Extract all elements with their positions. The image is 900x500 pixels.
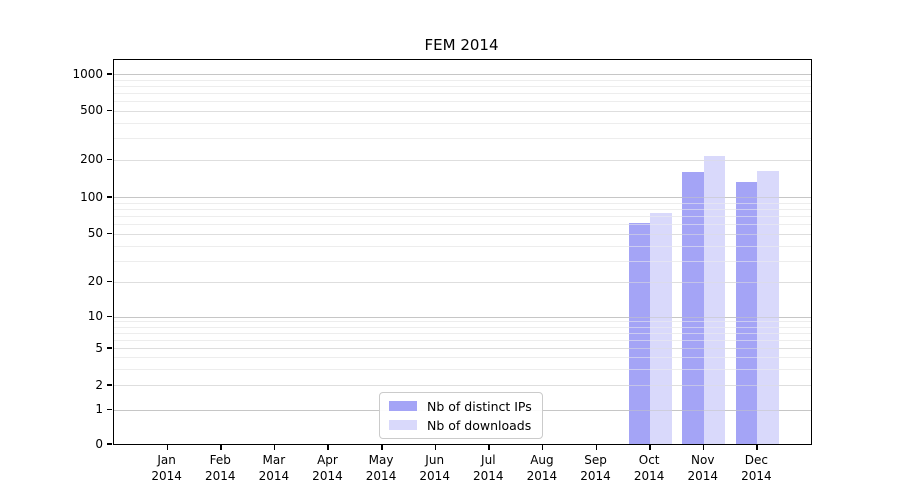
x-axis-tick (273, 444, 276, 450)
bar-layer (114, 60, 811, 444)
major-gridline (114, 74, 811, 76)
bar-nov-downloads (703, 156, 726, 444)
x-axis-tick (327, 444, 329, 450)
x-axis-tick (381, 444, 383, 450)
x-tick-label-nov: Nov 2014 (687, 453, 719, 483)
y-axis-tick (107, 384, 112, 386)
minor-gridline (114, 332, 811, 334)
x-tick-label-mar: Mar 2014 (258, 453, 290, 483)
minor-gridline (114, 368, 811, 370)
legend-swatch-distinct-ips (389, 401, 417, 411)
minor-gridline (114, 224, 811, 226)
minor-gridline (114, 208, 811, 210)
x-tick-label-may: May 2014 (365, 453, 397, 483)
y-axis-tick (107, 408, 112, 411)
bar-oct-downloads (650, 213, 672, 444)
x-tick-label-jun: Jun 2014 (419, 453, 450, 483)
x-axis-tick (488, 444, 490, 450)
minor-gridline (114, 79, 811, 81)
x-axis-tick (220, 444, 222, 450)
y-tick-label: 2 (95, 377, 103, 392)
y-tick-label: 20 (87, 274, 103, 289)
y-axis-tick (107, 158, 112, 161)
y-tick-label: 500 (80, 103, 103, 118)
minor-gridline (114, 348, 811, 350)
x-axis-tick (756, 444, 758, 450)
y-tick-label: 100 (80, 189, 103, 204)
minor-gridline (114, 122, 811, 124)
minor-gridline (114, 159, 811, 161)
legend-label: Nb of distinct IPs (427, 398, 532, 414)
x-axis-tick (166, 444, 169, 450)
y-axis-tick (107, 315, 112, 317)
y-tick-label: 200 (80, 152, 103, 167)
y-tick-label: 10 (87, 309, 103, 323)
y-axis-tick (107, 232, 112, 235)
x-tick-label-aug: Aug 2014 (526, 453, 558, 483)
major-gridline (114, 316, 811, 318)
x-tick-label-dec: Dec 2014 (741, 453, 772, 483)
x-axis-tick (702, 444, 705, 450)
minor-gridline (114, 321, 811, 323)
x-tick-label-jan: Jan 2014 (151, 453, 182, 483)
y-tick-label: 1000 (72, 66, 103, 81)
x-tick-label-feb: Feb 2014 (204, 453, 236, 483)
y-axis-tick (107, 109, 112, 112)
x-tick-label-sep: Sep 2014 (580, 453, 611, 483)
minor-gridline (114, 281, 811, 283)
gridline-overlay-layer (114, 60, 811, 444)
y-axis-tick (107, 443, 112, 445)
minor-gridline (114, 233, 811, 235)
x-axis-tick (649, 444, 651, 450)
legend-label: Nb of downloads (427, 417, 532, 433)
minor-gridline (114, 385, 811, 387)
plot-area (113, 59, 812, 445)
y-tick-label: 0 (95, 436, 103, 451)
legend-entry: Nb of downloads (389, 418, 534, 433)
minor-gridline (114, 357, 811, 359)
minor-gridline (114, 260, 811, 262)
y-tick-label: 50 (87, 226, 103, 241)
chart-title: FEM 2014 (424, 36, 499, 54)
minor-gridline (114, 216, 811, 218)
bar-nov-distinct-ips (682, 171, 704, 444)
x-axis-tick (595, 444, 598, 450)
x-tick-label-oct: Oct 2014 (633, 453, 665, 483)
x-tick-label-apr: Apr 2014 (312, 453, 343, 483)
x-axis-tick (434, 444, 437, 450)
bar-dec-distinct-ips (735, 181, 758, 444)
x-tick-label-jul: Jul 2014 (473, 453, 504, 483)
y-tick-label: 1 (95, 402, 103, 417)
minor-gridline (114, 93, 811, 95)
minor-gridline (114, 138, 811, 140)
y-axis-tick (107, 280, 112, 283)
minor-gridline (114, 340, 811, 342)
y-axis-tick (107, 347, 112, 349)
minor-gridline (114, 202, 811, 204)
bar-dec-downloads (757, 171, 779, 444)
minor-gridline (114, 326, 811, 328)
minor-gridline (114, 101, 811, 103)
minor-gridline (114, 85, 811, 87)
y-axis-tick (107, 196, 112, 198)
legend-entry: Nb of distinct IPs (389, 399, 534, 414)
legend-swatch-downloads (389, 420, 417, 430)
legend: Nb of distinct IPs Nb of downloads (379, 392, 543, 439)
x-axis-tick (541, 444, 544, 450)
minor-gridline (114, 110, 811, 112)
y-axis-tick (107, 73, 112, 75)
major-gridline (114, 197, 811, 198)
minor-gridline (114, 245, 811, 247)
y-tick-label: 5 (95, 340, 103, 355)
